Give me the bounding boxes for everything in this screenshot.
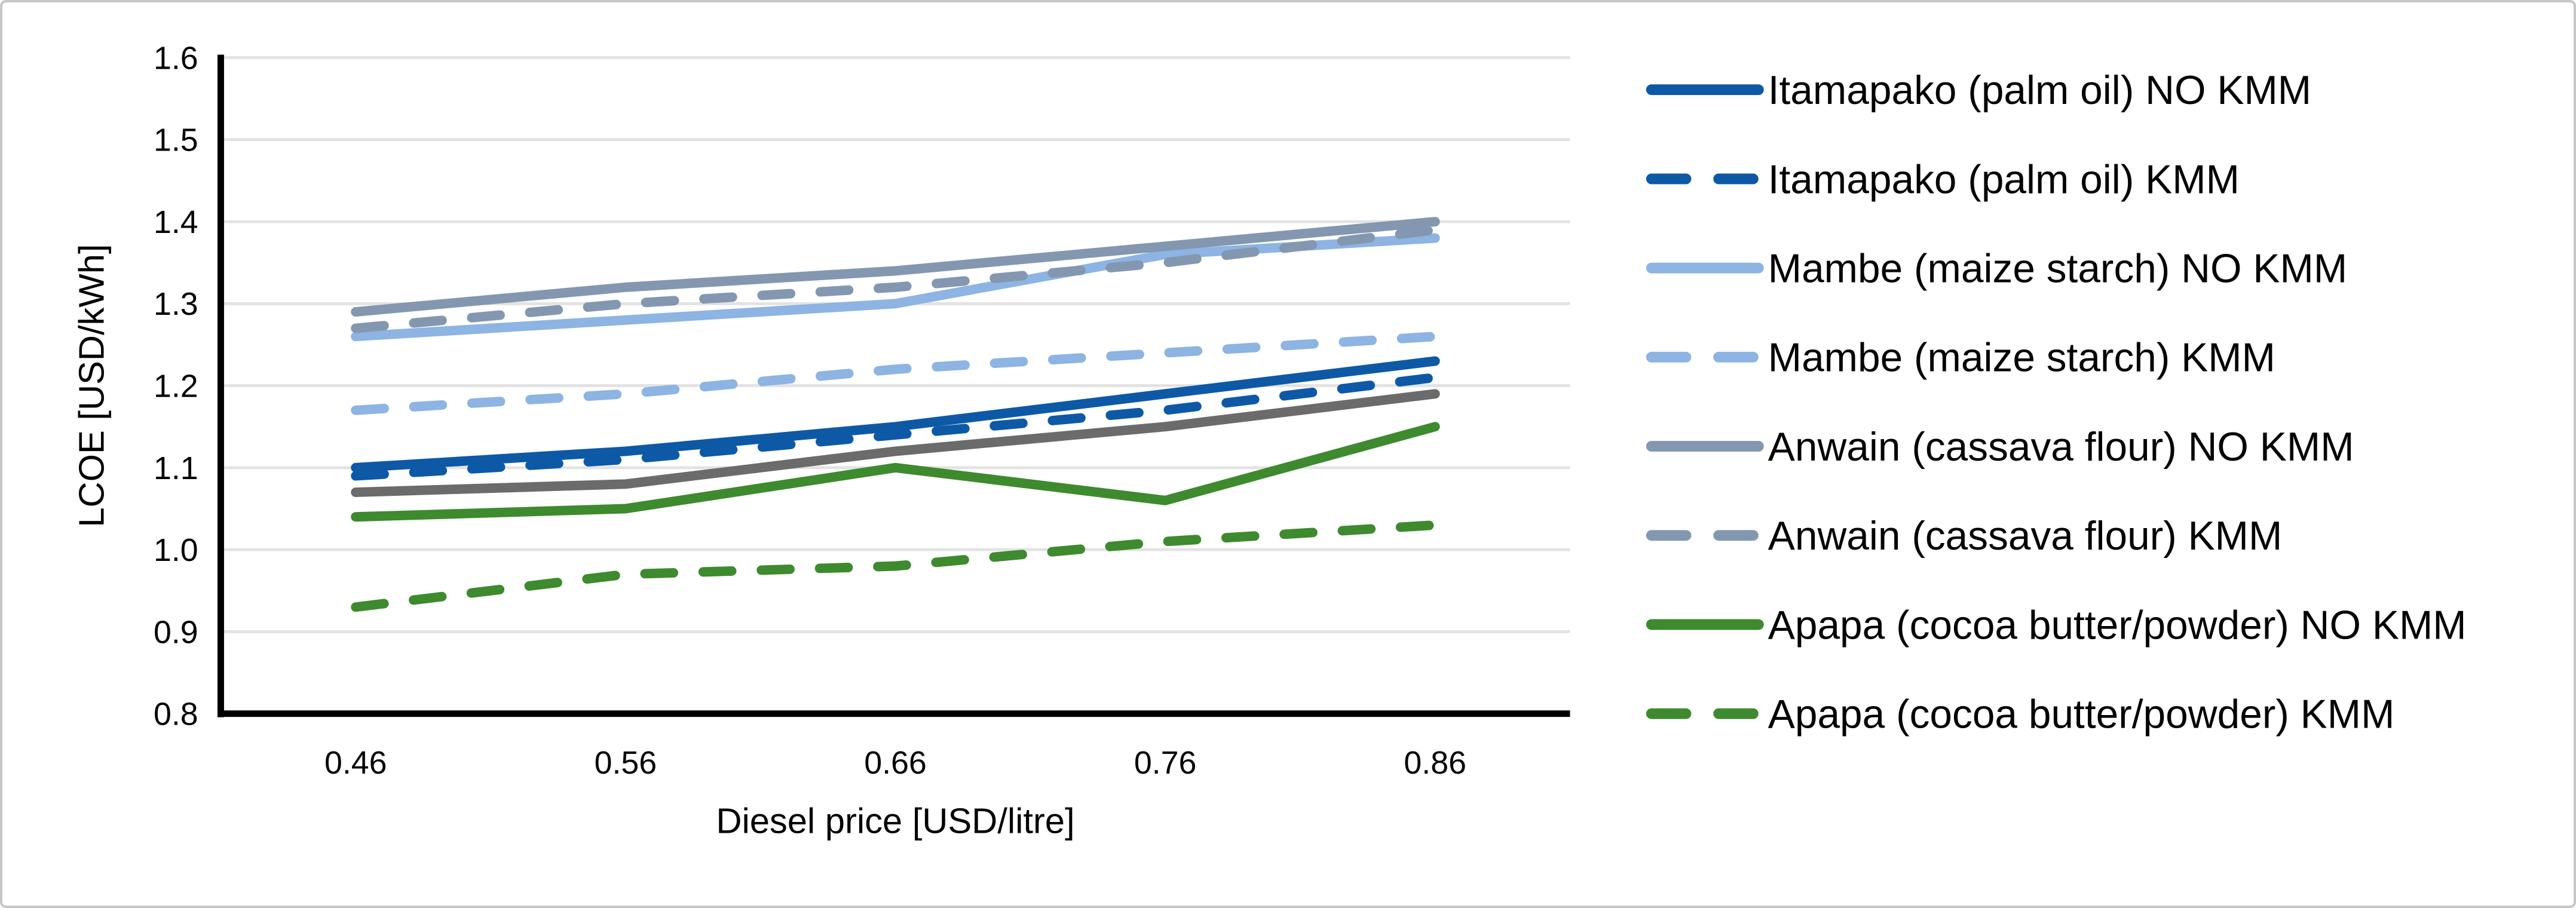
series-line-8 [351,520,1440,612]
y-tick-label: 1.0 [154,532,198,568]
y-tick-label: 1.3 [154,286,198,322]
series-line-2 [351,372,1440,481]
x-tick-labels: 0.46 0.56 0.66 0.76 0.86 [324,745,1466,781]
legend: Itamapako (palm oil) NO KMM Itamapako (pa… [1646,68,2467,737]
series-line-5 [351,217,1440,317]
legend-item: Apapa (cocoa butter/powder) KMM [1646,692,2395,737]
legend-item: Itamapako (palm oil) NO KMM [1646,68,2311,113]
legend-item: Mambe (maize starch) NO KMM [1646,247,2347,292]
legend-label: Anwain (cassava flour) NO KMM [1768,425,2354,470]
y-tick-label: 0.9 [154,614,198,650]
y-tick-label: 1.6 [154,40,198,76]
series-line-1 [351,356,1440,473]
x-tick-label: 0.66 [864,745,927,781]
y-tick-label: 0.8 [154,697,198,732]
legend-item: Apapa (cocoa butter/powder) NO KMM [1646,603,2467,648]
axes [217,54,1570,717]
x-tick-label: 0.86 [1404,745,1466,781]
series-line-7 [351,422,1440,522]
legend-label: Itamapako (palm oil) NO KMM [1768,68,2311,113]
y-tick-label: 1.1 [154,450,198,486]
legend-item: Anwain (cassava flour) NO KMM [1646,425,2354,470]
y-tick-label: 1.4 [154,204,198,240]
series-lines [351,217,1440,612]
legend-label: Mambe (maize starch) KMM [1768,336,2275,381]
legend-item: Anwain (cassava flour) KMM [1646,514,2283,559]
legend-label: Itamapako (palm oil) KMM [1768,157,2240,202]
legend-label: Anwain (cassava flour) KMM [1768,514,2283,559]
y-tick-label: 1.5 [154,122,198,158]
series-line-0-unlabeled [351,389,1440,498]
x-tick-label: 0.76 [1134,745,1197,781]
series-line-4 [351,332,1440,415]
x-tick-label: 0.46 [324,745,387,781]
x-axis-title: Diesel price [USD/litre] [716,801,1074,841]
legend-label: Apapa (cocoa butter/powder) KMM [1768,692,2395,737]
y-tick-label: 1.2 [154,369,198,404]
legend-item: Mambe (maize starch) KMM [1646,336,2275,381]
legend-label: Mambe (maize starch) NO KMM [1768,247,2347,292]
legend-item: Itamapako (palm oil) KMM [1646,157,2240,202]
x-tick-label: 0.56 [595,745,657,781]
series-line-6 [351,225,1440,333]
y-axis-title: LCOE [USD/kWh] [71,244,111,527]
legend-label: Apapa (cocoa butter/powder) NO KMM [1768,603,2467,648]
y-tick-labels: 1.6 1.5 1.4 1.3 1.2 1.1 1.0 0.9 0.8 [154,40,198,732]
